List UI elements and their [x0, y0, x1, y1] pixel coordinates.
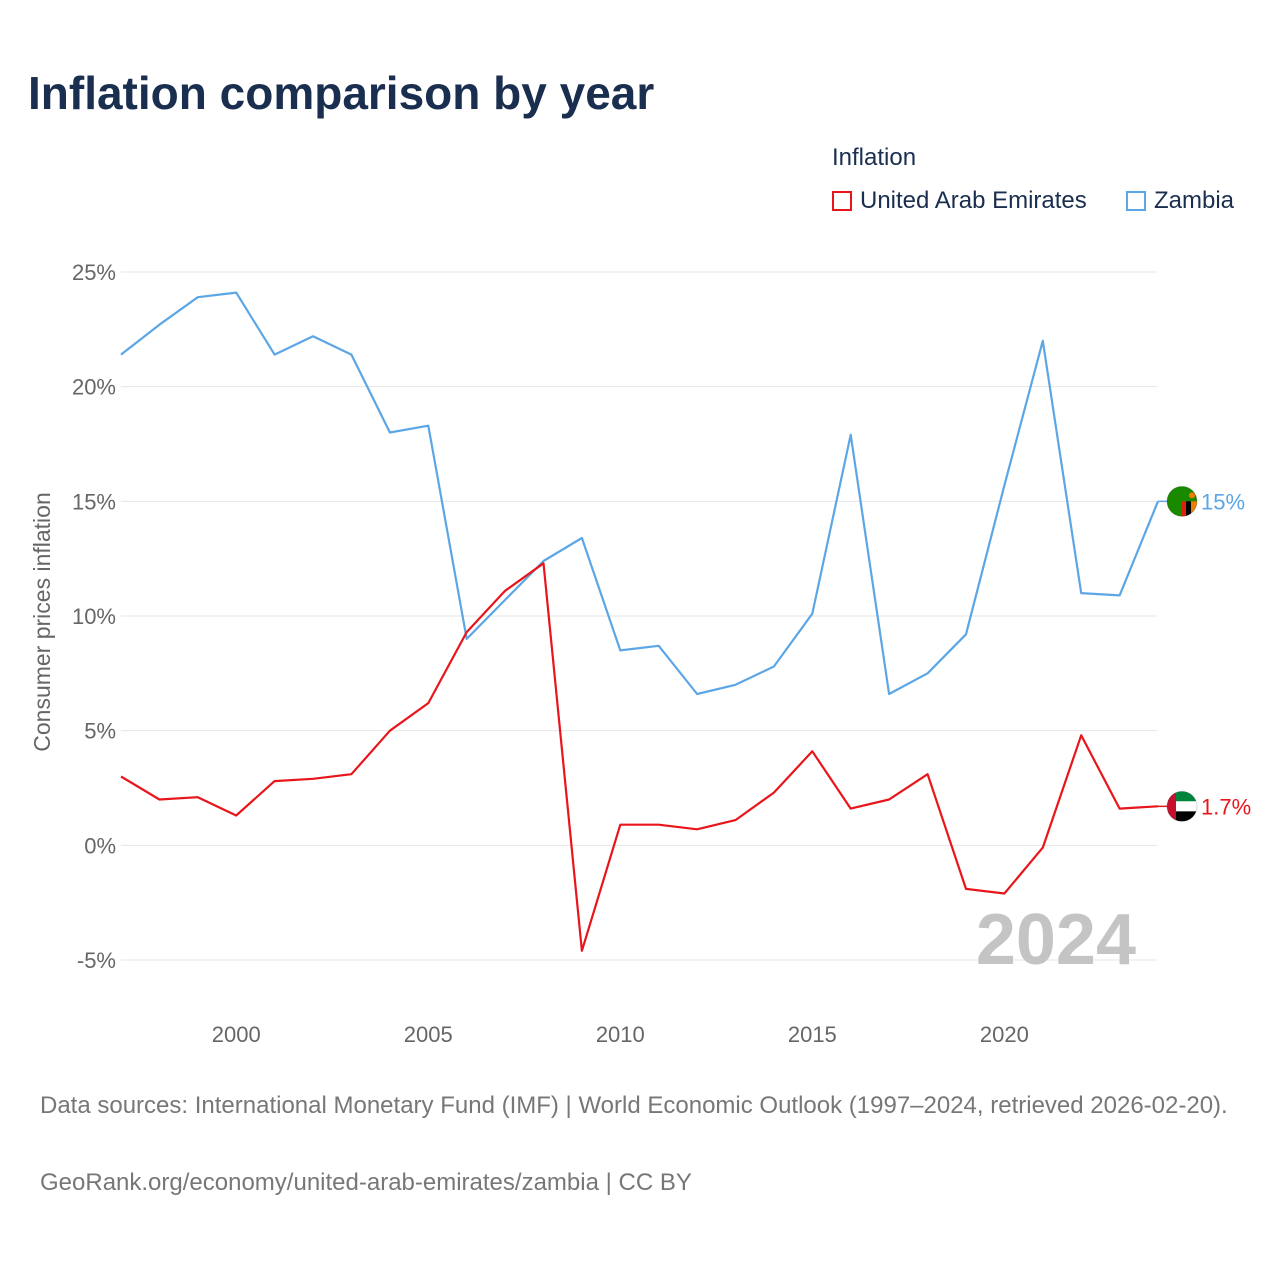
x-tick-label: 2005: [404, 1022, 453, 1047]
legend-title: Inflation: [832, 144, 917, 171]
grid-lines: [121, 271, 1157, 961]
year-watermark: 2024: [976, 900, 1136, 980]
y-tick-label: 0%: [84, 833, 116, 858]
y-axis-ticks: -5% 0% 5% 10% 15% 20% 25%: [72, 260, 116, 973]
y-tick-label: 10%: [72, 604, 116, 629]
x-tick-label: 2000: [212, 1022, 261, 1047]
legend-item-uae[interactable]: United Arab Emirates: [832, 186, 1087, 216]
x-tick-label: 2020: [980, 1022, 1029, 1047]
y-axis-label: Consumer prices inflation: [29, 492, 55, 752]
legend-item-zambia[interactable]: Zambia: [1126, 186, 1234, 216]
uae-flag-icon: [1167, 791, 1197, 822]
credit-link[interactable]: GeoRank.org/economy/united-arab-emirates…: [40, 1169, 692, 1196]
end-value-label: 15%: [1201, 489, 1245, 514]
series-end-markers: 1.7% 15%: [1158, 485, 1251, 822]
series-line-united-arab-emirates[interactable]: [120, 562, 1159, 952]
series-line-zambia[interactable]: [120, 291, 1160, 696]
legend-label-uae: United Arab Emirates: [860, 187, 1087, 214]
line-chart: -5% 0% 5% 10% 15% 20% 25% 2000 2005 2010 2015 2020…: [29, 260, 1251, 1047]
y-tick-label: -5%: [77, 948, 116, 973]
legend-label-zambia: Zambia: [1154, 187, 1235, 214]
end-value-label: 1.7%: [1201, 794, 1251, 819]
legend-swatch-zambia: [1126, 191, 1146, 211]
y-tick-label: 20%: [72, 375, 116, 400]
x-axis-ticks: 2000 2005 2010 2015 2020: [212, 1022, 1029, 1047]
y-tick-label: 15%: [72, 489, 116, 514]
zambia-flag-icon: [1167, 486, 1197, 517]
chart-title: Inflation comparison by year: [28, 67, 655, 119]
x-tick-label: 2015: [788, 1022, 837, 1047]
series-lines: [120, 291, 1160, 952]
x-tick-label: 2010: [596, 1022, 645, 1047]
legend-swatch-uae: [832, 191, 852, 211]
data-sources-note: Data sources: International Monetary Fun…: [40, 1092, 1228, 1119]
y-tick-label: 5%: [84, 719, 116, 744]
y-tick-label: 25%: [72, 260, 116, 285]
